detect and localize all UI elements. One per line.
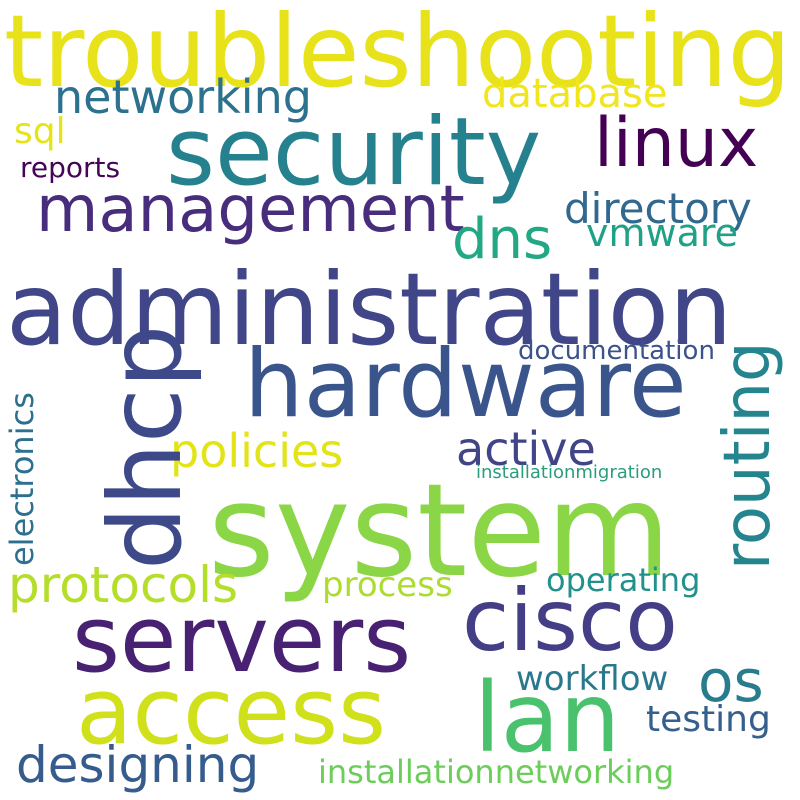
word-sql: sql	[14, 111, 66, 152]
word-routing: routing	[711, 341, 785, 570]
word-hardware: hardware	[244, 330, 687, 439]
word-networking: networking	[54, 70, 312, 124]
word-policies: policies	[170, 424, 344, 478]
word-active: active	[456, 422, 596, 476]
word-electronics: electronics	[3, 392, 41, 566]
word-troubleshooting: troubleshooting	[4, 0, 792, 110]
word-installationnetworking: installationnetworking	[318, 753, 675, 791]
word-dhcp: dhcp	[87, 324, 204, 570]
word-directory: directory	[564, 184, 752, 233]
word-protocols: protocols	[8, 556, 239, 614]
word-access: access	[76, 658, 387, 765]
word-designing: designing	[16, 736, 260, 794]
word-administration: administration	[6, 251, 733, 368]
word-system: system	[208, 457, 671, 606]
word-vmware: vmware	[586, 211, 739, 255]
word-database: database	[482, 71, 668, 117]
word-dns: dns	[452, 207, 553, 272]
word-cisco: cisco	[462, 571, 678, 671]
word-process: process	[322, 565, 453, 605]
word-testing: testing	[646, 699, 771, 740]
word-documentation: documentation	[518, 336, 715, 366]
word-lan: lan	[474, 662, 621, 774]
word-reports: reports	[20, 151, 121, 184]
word-linux: linux	[594, 104, 759, 183]
word-os: os	[698, 647, 764, 715]
word-operating: operating	[546, 561, 701, 599]
word-installationmigration: installationmigration	[476, 462, 663, 483]
word-security: security	[166, 98, 542, 207]
word-servers: servers	[72, 586, 412, 693]
word-management: management	[36, 173, 465, 247]
word-workflow: workflow	[516, 659, 669, 699]
